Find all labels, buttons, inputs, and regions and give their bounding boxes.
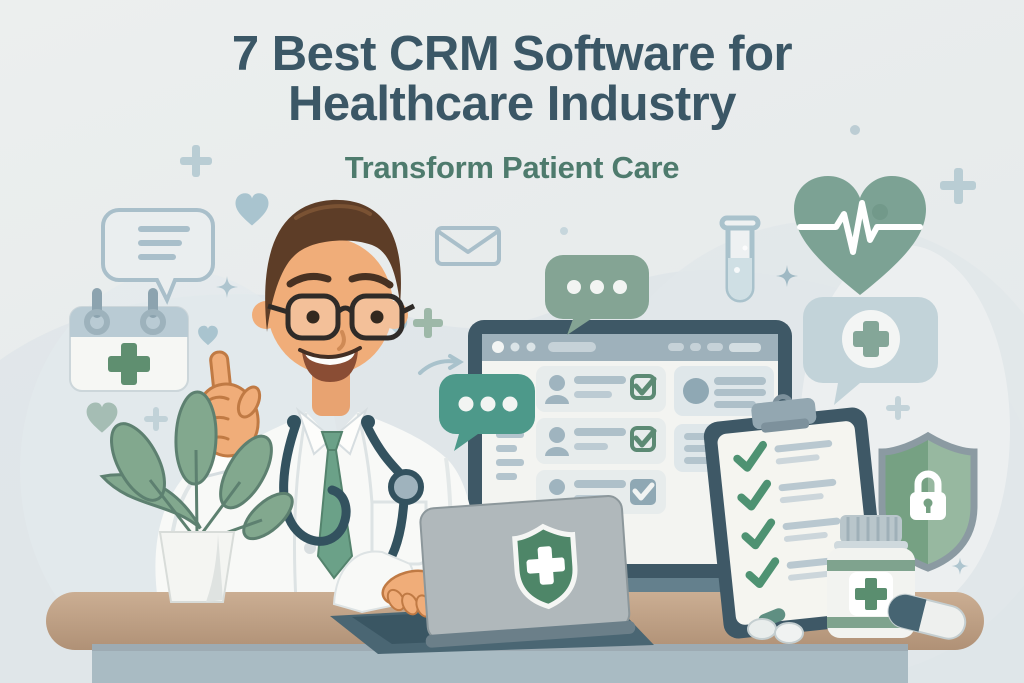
ecg-heart-icon [794, 176, 926, 295]
decorations [86, 125, 976, 575]
plus-icon [144, 407, 168, 431]
medical-cross-icon [855, 578, 887, 610]
medical-cross-icon [853, 321, 889, 357]
patient-list-card [536, 366, 666, 412]
capsule-icon [887, 593, 967, 640]
plant-icon [99, 390, 294, 603]
dot [560, 227, 568, 235]
heart-icon [86, 402, 118, 433]
envelope-icon [435, 226, 501, 266]
patient-list-card [536, 418, 666, 464]
shield-cross-icon [512, 523, 578, 610]
page-title: 7 Best CRM Software for Healthcare Indus… [0, 27, 1024, 131]
profile-card [674, 366, 774, 416]
sparkle-icon [776, 265, 798, 287]
sparkle-icon [216, 276, 238, 298]
dot [850, 125, 860, 135]
heart-icon [235, 193, 269, 226]
doctor-typing-hand [381, 569, 439, 618]
lock-icon [910, 470, 946, 520]
chat-dots-bubble-icon [439, 374, 535, 451]
title-line-1: 7 Best CRM Software for [231, 27, 793, 81]
doctor-tie [316, 431, 354, 580]
title-line-2: Healthcare Industry [288, 76, 737, 131]
arrow-icon [418, 354, 464, 375]
sparkle-icon [951, 557, 969, 575]
laptop-icon [330, 495, 654, 654]
speech-bubble-outline-icon [101, 208, 215, 305]
shield-lock-icon [878, 431, 978, 572]
heart-icon [198, 325, 218, 346]
plus-icon [413, 308, 443, 338]
medical-cross-bubble-icon [803, 297, 938, 405]
chat-dots-bubble-icon [545, 255, 649, 335]
doctor-head [252, 199, 416, 382]
plus-icon [886, 396, 910, 420]
doctor-hair [265, 199, 401, 332]
plus-icon [180, 145, 212, 177]
pill-bottle-icon [827, 515, 915, 638]
plus-icon [940, 168, 976, 204]
round-pills [747, 608, 804, 644]
calendar-cross-icon [69, 288, 189, 392]
medical-cross-icon [108, 343, 150, 385]
test-tube-icon [719, 215, 761, 303]
checklist-rows [733, 440, 845, 589]
page-subtitle: Transform Patient Care [344, 150, 680, 185]
